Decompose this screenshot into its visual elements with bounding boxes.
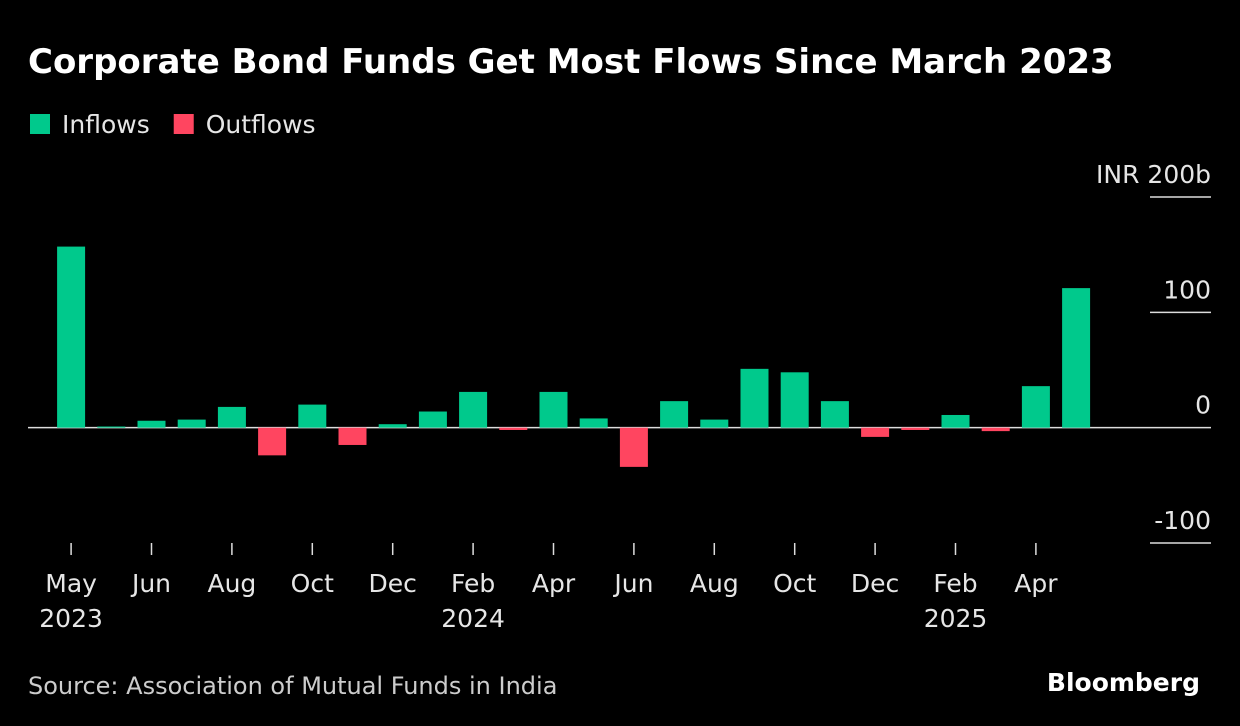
bar — [740, 368, 769, 428]
bar — [137, 420, 166, 428]
bar — [177, 419, 206, 428]
y-tick-label: -100 — [1154, 506, 1211, 535]
bar — [820, 401, 849, 428]
bar — [901, 427, 930, 430]
x-tick-label: Feb 2025 — [924, 569, 988, 633]
y-tick-label: 0 — [1195, 391, 1211, 420]
bar — [1062, 288, 1091, 428]
legend-swatch — [30, 114, 50, 134]
chart-title: Corporate Bond Funds Get Most Flows Sinc… — [28, 42, 1114, 82]
bar — [97, 426, 126, 428]
bar — [539, 391, 568, 428]
bar — [338, 427, 367, 445]
x-tick-label: Aug — [207, 569, 256, 598]
bar — [579, 418, 608, 428]
source: Source: Association of Mutual Funds in I… — [28, 672, 557, 700]
bar — [941, 414, 970, 428]
bar — [1021, 386, 1050, 428]
bar — [700, 419, 729, 428]
bar — [378, 424, 407, 428]
x-tick-label: Apr — [532, 569, 576, 598]
bar — [298, 404, 327, 428]
bar — [217, 406, 246, 428]
bar — [57, 246, 86, 428]
x-tick-label: Oct — [291, 569, 334, 598]
x-tick-label: Jun — [612, 569, 653, 598]
brand: Bloomberg — [1047, 668, 1200, 697]
bar — [459, 391, 488, 428]
y-tick-label: 100 — [1163, 275, 1211, 304]
x-tick-label: Jun — [130, 569, 171, 598]
bar — [660, 401, 689, 428]
bar — [861, 427, 890, 437]
bar — [418, 411, 447, 428]
bar — [619, 427, 648, 467]
legend-label: Inflows — [62, 110, 150, 139]
x-tick-label: Dec — [851, 569, 899, 598]
x-tick-label: Apr — [1014, 569, 1058, 598]
y-tick-label: INR 200b — [1096, 160, 1211, 189]
legend-swatch — [173, 114, 194, 134]
x-tick-label: Feb 2024 — [441, 569, 505, 633]
x-tick-label: May 2023 — [39, 569, 103, 633]
bar — [981, 427, 1010, 432]
x-tick-label: Dec — [369, 569, 417, 598]
x-tick-label: Aug — [690, 569, 739, 598]
legend-label: Outflows — [206, 110, 316, 139]
x-tick-label: Oct — [773, 569, 816, 598]
bar — [499, 427, 528, 430]
bar — [780, 372, 809, 428]
bar — [258, 427, 287, 456]
